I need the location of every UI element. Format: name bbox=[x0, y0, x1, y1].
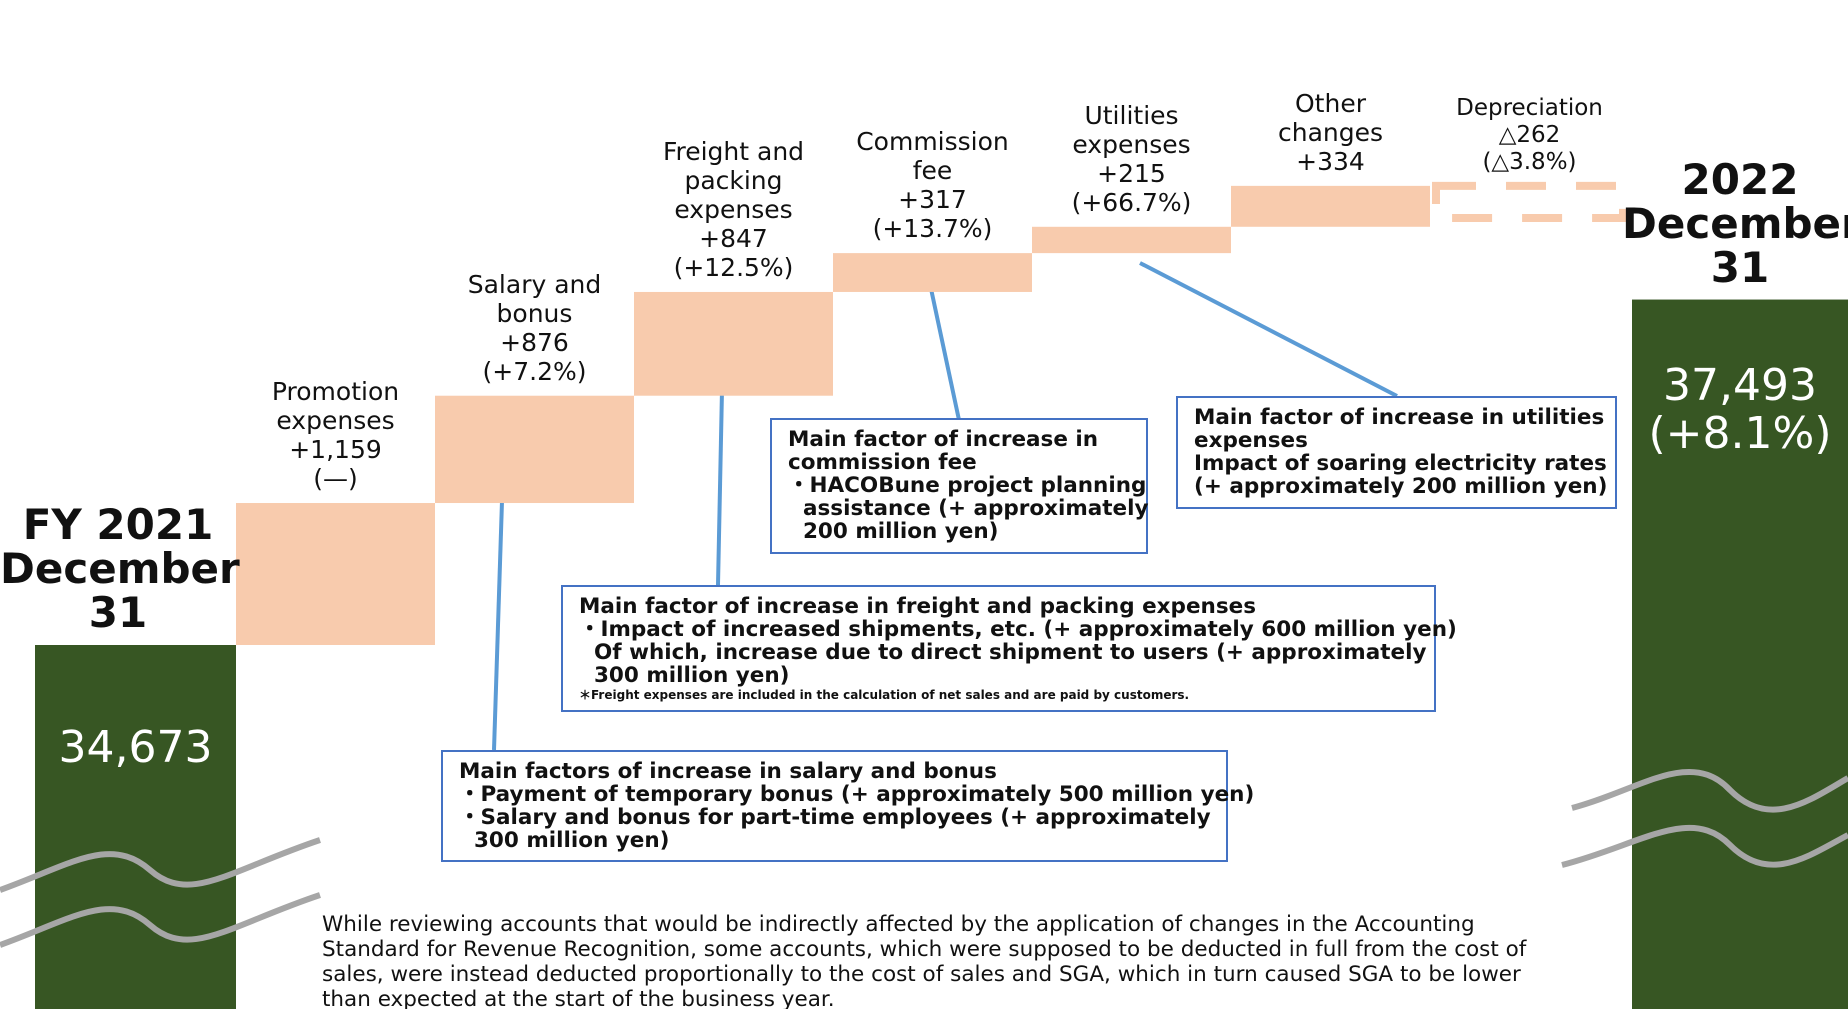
connector bbox=[716, 389, 724, 586]
start-label: FY 2021 December 31 bbox=[0, 503, 240, 635]
step-value-label: +847 bbox=[699, 223, 768, 253]
callout-line: 200 million yen) bbox=[788, 519, 999, 544]
step-change-label: (+13.7%) bbox=[872, 214, 993, 244]
connector bbox=[1139, 261, 1398, 398]
callout-line: ・Salary and bonus for part-time employee… bbox=[459, 805, 1211, 830]
start-value: 34,673 bbox=[35, 724, 236, 772]
step-category: Utilities expenses bbox=[1072, 100, 1191, 159]
step-bar bbox=[1432, 181, 1627, 222]
callout-line: 300 million yen) bbox=[579, 663, 790, 688]
step-label: Utilities expenses +215 (+66.7%) bbox=[1042, 101, 1222, 217]
step-category: Depreciation bbox=[1456, 94, 1603, 121]
start-bar bbox=[35, 645, 236, 1009]
step-bar bbox=[1231, 185, 1430, 227]
step-value-label: △262 bbox=[1498, 121, 1561, 148]
callout-box: Main factor of increase in freight and p… bbox=[561, 585, 1457, 712]
step-change-label: (△3.8%) bbox=[1482, 148, 1577, 175]
end-value: 37,493 (+8.1%) bbox=[1632, 359, 1848, 459]
start-label-text: FY 2021 December 31 bbox=[0, 500, 240, 637]
end-value-text: 37,493 bbox=[1663, 359, 1817, 411]
callout-line: Main factor of increase in utilities bbox=[1194, 405, 1605, 430]
step-category: Commission fee bbox=[856, 127, 1009, 186]
callout-line: ・Impact of increased shipments, etc. (+ … bbox=[579, 617, 1457, 642]
callout-box: Main factor of increase in utilities expe… bbox=[1176, 396, 1617, 509]
step-change-label: (+12.5%) bbox=[673, 252, 794, 282]
step-change-label: (—) bbox=[313, 464, 358, 494]
step-category: Freight and packing expenses bbox=[662, 136, 805, 224]
step-value-label: +334 bbox=[1296, 146, 1365, 176]
step-category: Promotion expenses bbox=[271, 377, 400, 436]
step-change-label: (+66.7%) bbox=[1071, 187, 1192, 217]
step-value-label: +1,159 bbox=[289, 435, 382, 465]
connector-lines bbox=[492, 261, 1398, 751]
callout-line: Impact of soaring electricity rates bbox=[1194, 451, 1607, 476]
step-label: Other changes +334 bbox=[1241, 89, 1421, 176]
step-category: Salary and bonus bbox=[467, 269, 602, 328]
end-change-text: (+8.1%) bbox=[1648, 407, 1832, 459]
step-label: Freight and packing expenses +847 (+12.5%) bbox=[644, 137, 824, 282]
step-label: Depreciation △262 (△3.8%) bbox=[1440, 95, 1620, 176]
step-value-label: +876 bbox=[500, 327, 569, 357]
callout-line: ・Payment of temporary bonus (+ approxima… bbox=[459, 782, 1255, 807]
step-change-label: (+7.2%) bbox=[482, 356, 587, 386]
callout-line: Of which, increase due to direct shipmen… bbox=[579, 640, 1427, 665]
connector bbox=[492, 500, 504, 751]
footnote: While reviewing accounts that would be i… bbox=[322, 912, 1527, 1009]
callout-line: Main factors of increase in salary and b… bbox=[459, 759, 997, 784]
step-bar bbox=[435, 395, 634, 504]
step-value-label: +317 bbox=[898, 185, 967, 215]
callout-box: Main factors of increase in salary and b… bbox=[441, 750, 1255, 862]
end-label: 2022 December 31 bbox=[1622, 154, 1848, 292]
callout-line: Main factor of increase in freight and p… bbox=[579, 594, 1257, 619]
callout-line: commission fee bbox=[788, 450, 977, 475]
callout-line: expenses bbox=[1194, 428, 1308, 453]
callout-line: assistance (+ approximately bbox=[788, 496, 1149, 521]
step-bar bbox=[634, 291, 833, 396]
step-bar bbox=[236, 503, 435, 645]
step-bar bbox=[1032, 226, 1231, 254]
step-bar bbox=[833, 253, 1032, 292]
connector bbox=[928, 283, 961, 421]
step-label: Commission fee +317 (+13.7%) bbox=[843, 127, 1023, 243]
step-category: Other changes bbox=[1277, 88, 1384, 147]
step-label: Promotion expenses +1,159 (—) bbox=[246, 377, 426, 493]
callout-note: ＊Freight expenses are included in the ca… bbox=[579, 688, 1190, 702]
end-label-text: 2022 December 31 bbox=[1622, 154, 1848, 292]
step-value-label: +215 bbox=[1097, 158, 1166, 188]
callout-line: ・HACOBune project planning bbox=[788, 473, 1147, 498]
end-bar bbox=[1632, 299, 1848, 1009]
callout-line: (+ approximately 200 million yen) bbox=[1194, 474, 1608, 499]
start-value-text: 34,673 bbox=[58, 722, 213, 773]
callout-line: 300 million yen) bbox=[459, 828, 670, 853]
callout-line: Main factor of increase in bbox=[788, 427, 1099, 452]
callout-box: Main factor of increase in commission fee… bbox=[770, 418, 1149, 554]
step-label: Salary and bonus +876 (+7.2%) bbox=[445, 270, 625, 386]
